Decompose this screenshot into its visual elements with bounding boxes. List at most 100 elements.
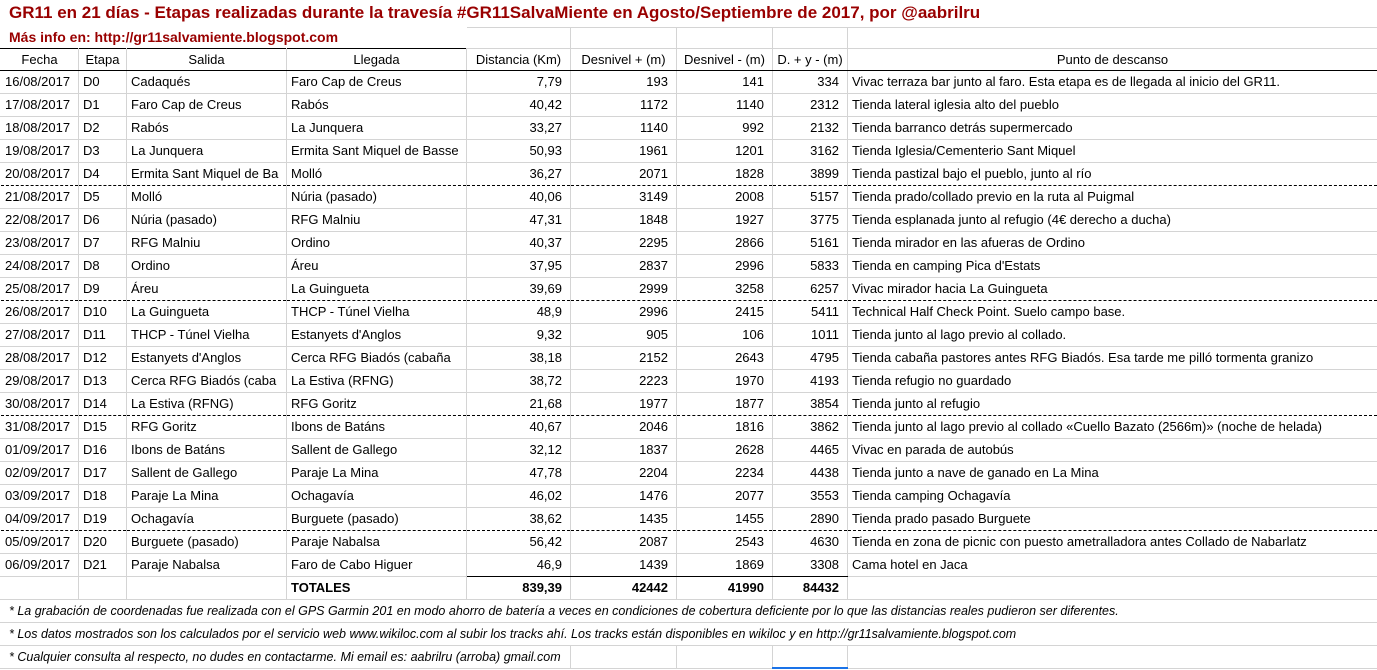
cell-desnivel-pos[interactable]: 2223: [570, 369, 677, 393]
column-header-desnivel-m[interactable]: Desnivel - (m): [676, 47, 773, 71]
cell-etapa[interactable]: D18: [78, 484, 127, 508]
cell-desnivel-total[interactable]: 2132: [772, 116, 848, 140]
cell-desnivel-pos[interactable]: 2087: [570, 530, 677, 554]
cell-fecha[interactable]: 17/08/2017: [0, 93, 79, 117]
cell-punto-descanso[interactable]: Technical Half Check Point. Suelo campo …: [847, 300, 1377, 324]
cell-empty[interactable]: [847, 26, 1377, 49]
cell-distancia[interactable]: 40,42: [466, 93, 571, 117]
cell-fecha[interactable]: 27/08/2017: [0, 323, 79, 347]
cell-llegada[interactable]: Ochagavía: [286, 484, 467, 508]
cell-llegada[interactable]: Cerca RFG Biadós (cabaña: [286, 346, 467, 370]
cell-desnivel-total[interactable]: 4465: [772, 438, 848, 462]
cell-etapa[interactable]: D6: [78, 208, 127, 232]
cell-desnivel-pos[interactable]: 193: [570, 70, 677, 94]
cell-desnivel-total[interactable]: 3854: [772, 392, 848, 416]
cell-empty[interactable]: [676, 26, 773, 49]
cell-desnivel-total[interactable]: 1011: [772, 323, 848, 347]
cell-desnivel-total[interactable]: 3308: [772, 553, 848, 577]
cell-fecha[interactable]: 21/08/2017: [0, 185, 79, 209]
cell-empty[interactable]: [847, 576, 1377, 600]
cell-llegada[interactable]: Burguete (pasado): [286, 507, 467, 531]
cell-llegada[interactable]: Rabós: [286, 93, 467, 117]
cell-etapa[interactable]: D4: [78, 162, 127, 186]
cell-desnivel-pos[interactable]: 1476: [570, 484, 677, 508]
cell-distancia[interactable]: 7,79: [466, 70, 571, 94]
cell-distancia[interactable]: 40,67: [466, 415, 571, 439]
cell-fecha[interactable]: 29/08/2017: [0, 369, 79, 393]
subtitle-cell[interactable]: Más info en: http://gr11salvamiente.blog…: [1, 27, 467, 48]
cell-fecha[interactable]: 18/08/2017: [0, 116, 79, 140]
cell-distancia[interactable]: 37,95: [466, 254, 571, 278]
cell-llegada[interactable]: Áreu: [286, 254, 467, 278]
cell-desnivel-neg[interactable]: 2866: [676, 231, 773, 255]
cell-desnivel-pos[interactable]: 2152: [570, 346, 677, 370]
cell-distancia[interactable]: 46,9: [466, 553, 571, 577]
selected-cell[interactable]: [772, 645, 848, 669]
cell-punto-descanso[interactable]: Vivac en parada de autobús: [847, 438, 1377, 462]
cell-desnivel-pos[interactable]: 1837: [570, 438, 677, 462]
cell-empty[interactable]: [570, 645, 677, 669]
cell-llegada[interactable]: RFG Malniu: [286, 208, 467, 232]
totals-distancia[interactable]: 839,39: [466, 575, 571, 600]
cell-salida[interactable]: Áreu: [126, 277, 287, 301]
cell-distancia[interactable]: 50,93: [466, 139, 571, 163]
cell-desnivel-neg[interactable]: 2234: [676, 461, 773, 485]
cell-salida[interactable]: Molló: [126, 185, 287, 209]
cell-etapa[interactable]: D2: [78, 116, 127, 140]
cell-etapa[interactable]: D14: [78, 392, 127, 416]
column-header-distancia-km[interactable]: Distancia (Km): [466, 47, 571, 71]
cell-desnivel-total[interactable]: 334: [772, 70, 848, 94]
cell-distancia[interactable]: 40,06: [466, 185, 571, 209]
cell-desnivel-pos[interactable]: 2046: [570, 415, 677, 439]
cell-desnivel-neg[interactable]: 2077: [676, 484, 773, 508]
cell-punto-descanso[interactable]: Tienda Iglesia/Cementerio Sant Miquel: [847, 139, 1377, 163]
cell-punto-descanso[interactable]: Vivac mirador hacia La Guingueta: [847, 277, 1377, 301]
cell-salida[interactable]: RFG Malniu: [126, 231, 287, 255]
cell-punto-descanso[interactable]: Tienda cabaña pastores antes RFG Biadós.…: [847, 346, 1377, 370]
footnote-wikiloc[interactable]: * Los datos mostrados son los calculados…: [0, 622, 1377, 646]
cell-punto-descanso[interactable]: Tienda en zona de picnic con puesto amet…: [847, 530, 1377, 554]
cell-salida[interactable]: Ibons de Batáns: [126, 438, 287, 462]
cell-desnivel-neg[interactable]: 1927: [676, 208, 773, 232]
cell-punto-descanso[interactable]: Tienda prado pasado Burguete: [847, 507, 1377, 531]
cell-desnivel-total[interactable]: 3899: [772, 162, 848, 186]
cell-desnivel-pos[interactable]: 2071: [570, 162, 677, 186]
cell-fecha[interactable]: 19/08/2017: [0, 139, 79, 163]
cell-desnivel-pos[interactable]: 3149: [570, 185, 677, 209]
cell-distancia[interactable]: 33,27: [466, 116, 571, 140]
cell-llegada[interactable]: THCP - Túnel Vielha: [286, 300, 467, 324]
cell-desnivel-total[interactable]: 4795: [772, 346, 848, 370]
cell-etapa[interactable]: D5: [78, 185, 127, 209]
cell-desnivel-total[interactable]: 3553: [772, 484, 848, 508]
cell-punto-descanso[interactable]: Tienda barranco detrás supermercado: [847, 116, 1377, 140]
cell-punto-descanso[interactable]: Tienda junto al lago previo al collado «…: [847, 415, 1377, 439]
cell-salida[interactable]: THCP - Túnel Vielha: [126, 323, 287, 347]
cell-desnivel-pos[interactable]: 1439: [570, 553, 677, 577]
cell-llegada[interactable]: Sallent de Gallego: [286, 438, 467, 462]
cell-salida[interactable]: Burguete (pasado): [126, 530, 287, 554]
cell-empty[interactable]: [78, 576, 127, 600]
cell-desnivel-pos[interactable]: 1961: [570, 139, 677, 163]
cell-empty[interactable]: [0, 576, 79, 600]
cell-etapa[interactable]: D3: [78, 139, 127, 163]
cell-distancia[interactable]: 56,42: [466, 530, 571, 554]
cell-punto-descanso[interactable]: Tienda pastizal bajo el pueblo, junto al…: [847, 162, 1377, 186]
cell-distancia[interactable]: 32,12: [466, 438, 571, 462]
cell-etapa[interactable]: D9: [78, 277, 127, 301]
cell-punto-descanso[interactable]: Tienda prado/collado previo en la ruta a…: [847, 185, 1377, 209]
cell-desnivel-neg[interactable]: 1201: [676, 139, 773, 163]
cell-etapa[interactable]: D12: [78, 346, 127, 370]
cell-salida[interactable]: Núria (pasado): [126, 208, 287, 232]
cell-llegada[interactable]: Ordino: [286, 231, 467, 255]
cell-desnivel-neg[interactable]: 2996: [676, 254, 773, 278]
cell-fecha[interactable]: 05/09/2017: [0, 530, 79, 554]
cell-etapa[interactable]: D1: [78, 93, 127, 117]
cell-desnivel-neg[interactable]: 1140: [676, 93, 773, 117]
cell-desnivel-neg[interactable]: 2008: [676, 185, 773, 209]
cell-etapa[interactable]: D19: [78, 507, 127, 531]
cell-desnivel-neg[interactable]: 1970: [676, 369, 773, 393]
cell-salida[interactable]: Rabós: [126, 116, 287, 140]
cell-salida[interactable]: La Guingueta: [126, 300, 287, 324]
cell-desnivel-total[interactable]: 3162: [772, 139, 848, 163]
cell-llegada[interactable]: Núria (pasado): [286, 185, 467, 209]
